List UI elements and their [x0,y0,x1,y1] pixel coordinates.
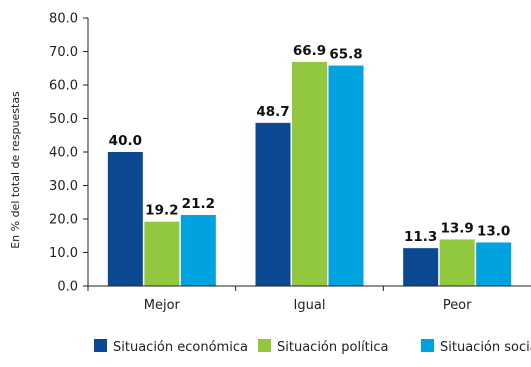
bar [328,65,364,286]
bar [255,122,291,286]
y-tick-label: 50.0 [49,112,78,127]
bar [403,248,439,286]
bar [476,242,512,286]
bars [107,61,512,287]
bar [292,61,327,287]
data-label: 66.9 [293,43,326,59]
y-tick-label: 30.0 [49,179,78,194]
y-tick-label: 0.0 [57,280,78,295]
data-label: 48.7 [256,104,289,120]
y-tick-label: 80.0 [49,12,78,27]
legend-swatch [421,339,434,352]
data-label: 40.0 [109,133,142,149]
y-tick-label: 60.0 [49,79,78,94]
data-label: 21.2 [182,196,215,212]
x-tick-label: Peor [443,298,472,313]
data-label: 13.0 [477,223,510,239]
y-tick-label: 70.0 [49,45,78,60]
data-label: 11.3 [404,229,437,245]
data-label: 13.9 [441,220,474,236]
bar [439,239,475,286]
data-label: 65.8 [329,47,362,63]
legend-swatch [94,339,107,352]
bar [180,214,216,286]
data-label: 19.2 [145,203,178,219]
y-tick-label: 40.0 [49,146,78,161]
bar [144,221,180,286]
legend-label: Situación social [440,340,531,355]
y-axis-title: En % del total de respuestas [9,91,22,249]
x-axis: Mejor Igual Peor [87,285,531,313]
x-tick-label: Igual [294,298,326,313]
legend-swatch [258,339,271,352]
legend-label: Situación económica [113,340,248,355]
legend: Situación económica Situación política Sit… [94,339,531,355]
y-axis: 0.0 10.0 20.0 30.0 40.0 50.0 60.0 70.0 80.0 [49,12,89,295]
legend-label: Situación política [277,340,389,355]
bar [107,152,143,286]
data-labels: 40.0 19.2 21.2 48.7 66.9 65.8 11.313.9 13.0 [109,43,511,245]
y-tick-label: 20.0 [49,213,78,228]
y-tick-label: 10.0 [49,246,78,261]
x-tick-label: Mejor [144,298,181,313]
